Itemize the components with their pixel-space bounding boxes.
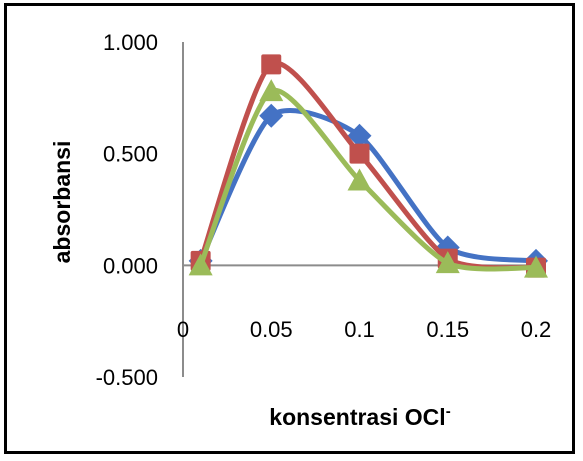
data-point-triangle: [524, 255, 548, 278]
data-point-triangle: [347, 168, 372, 191]
y-axis-title: absorbansi: [49, 141, 75, 264]
data-point-triangle: [435, 251, 460, 274]
x-axis-title-superscript: -: [446, 403, 451, 420]
y-tick-label: 0.000: [103, 253, 158, 278]
x-axis-title-text: konsentrasi OCl: [269, 404, 445, 430]
data-point-triangle: [188, 253, 213, 276]
x-tick-label: 0.1: [344, 317, 375, 342]
chart-frame: [4, 3, 575, 454]
y-tick-label: 1.000: [103, 30, 158, 55]
series-layer: [188, 54, 548, 278]
data-point-diamond: [347, 123, 372, 148]
data-point-square: [349, 143, 370, 164]
x-axis-title: konsentrasi OCl-: [269, 403, 450, 430]
x-tick-labels: 0 0.05 0.1 0.15 0.2: [177, 317, 551, 342]
data-point-diamond: [259, 103, 284, 128]
x-tick-label: 0.2: [521, 317, 552, 342]
series-line: [198, 87, 537, 272]
series-triangle: [188, 79, 548, 278]
x-tick-label: 0: [177, 317, 189, 342]
x-tick-label: 0.15: [426, 317, 469, 342]
data-point-triangle: [259, 79, 284, 102]
series-line: [198, 60, 537, 271]
data-point-diamond: [435, 235, 460, 260]
x-tick-label: 0.05: [250, 317, 293, 342]
y-tick-label: 0.500: [103, 142, 158, 167]
y-tick-labels: 1.000 0.500 0.000 -0.500: [96, 30, 158, 390]
data-point-square: [261, 54, 282, 75]
y-tick-label: -0.500: [96, 365, 158, 390]
